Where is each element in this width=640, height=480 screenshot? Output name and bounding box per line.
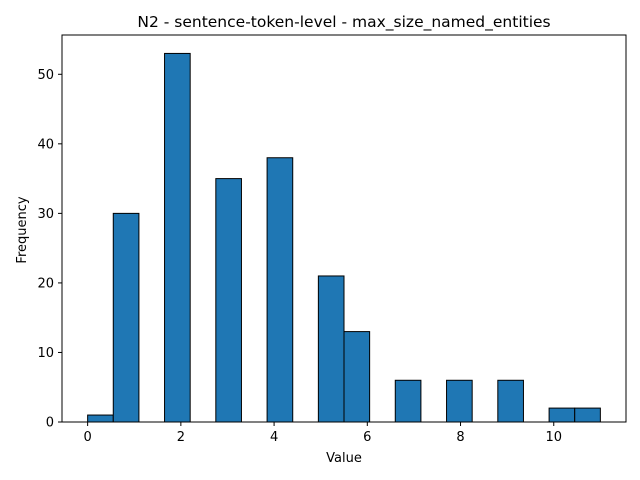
y-axis-ticks: 0 10 20 30 40 50 [37,68,62,431]
y-tick-label: 0 [46,416,54,431]
y-tick-label: 30 [37,207,54,222]
histogram-bar-0 [87,414,114,423]
histogram-bar-9 [497,379,524,423]
histogram-bar-2 [164,52,191,423]
y-axis-label: Frequency [15,196,30,263]
y-tick-label: 20 [37,276,54,291]
histogram-bar-4 [266,157,294,423]
plot-frame [61,34,627,423]
histogram-bar-6 [343,331,371,423]
x-tick-label: 4 [270,430,278,445]
histogram-bar-11 [574,407,601,423]
x-tick-label: 2 [177,430,185,445]
y-tick-label: 10 [37,346,54,361]
chart-title: N2 - sentence-token-level - max_size_nam… [137,13,550,32]
x-axis-ticks: 0 2 4 6 8 10 [83,422,562,445]
histogram-bar-5 [317,275,345,423]
bars-group [87,52,601,423]
x-tick-label: 0 [83,430,91,445]
histogram-bar-7 [394,379,422,423]
x-tick-label: 6 [363,430,371,445]
y-tick-label: 40 [37,137,54,152]
y-tick-label: 50 [37,68,54,83]
histogram-bar-3 [215,178,242,423]
histogram-bar-8 [446,379,473,423]
x-axis-label: Value [326,451,362,466]
x-tick-label: 8 [456,430,464,445]
histogram-bar-10 [548,407,576,423]
histogram-bar-1 [112,212,140,423]
x-tick-label: 10 [545,430,562,445]
